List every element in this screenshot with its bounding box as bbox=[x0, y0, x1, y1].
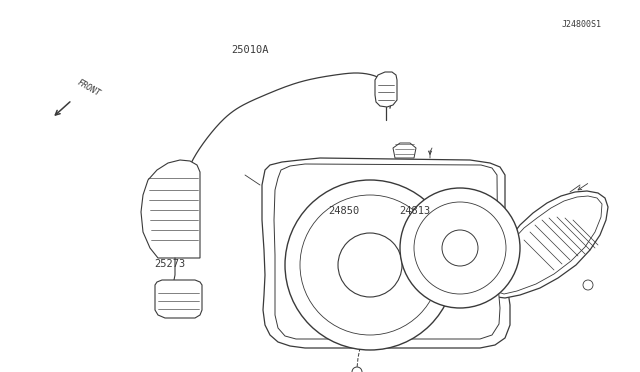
Polygon shape bbox=[493, 191, 608, 298]
Circle shape bbox=[400, 188, 520, 308]
Polygon shape bbox=[141, 160, 200, 258]
Circle shape bbox=[338, 233, 402, 297]
Circle shape bbox=[414, 202, 506, 294]
Polygon shape bbox=[375, 72, 397, 107]
Text: 25273: 25273 bbox=[154, 259, 185, 269]
Polygon shape bbox=[262, 158, 510, 348]
Text: 25010A: 25010A bbox=[231, 45, 268, 55]
Circle shape bbox=[583, 280, 593, 290]
Circle shape bbox=[442, 230, 478, 266]
Text: FRONT: FRONT bbox=[76, 78, 102, 98]
Text: J24800S1: J24800S1 bbox=[562, 20, 602, 29]
Text: 24813: 24813 bbox=[399, 206, 430, 217]
Polygon shape bbox=[496, 196, 602, 294]
Polygon shape bbox=[393, 143, 416, 158]
Circle shape bbox=[352, 367, 362, 372]
Circle shape bbox=[300, 195, 440, 335]
Text: 24850: 24850 bbox=[329, 206, 360, 217]
Polygon shape bbox=[274, 164, 500, 339]
Circle shape bbox=[285, 180, 455, 350]
Polygon shape bbox=[155, 280, 202, 318]
